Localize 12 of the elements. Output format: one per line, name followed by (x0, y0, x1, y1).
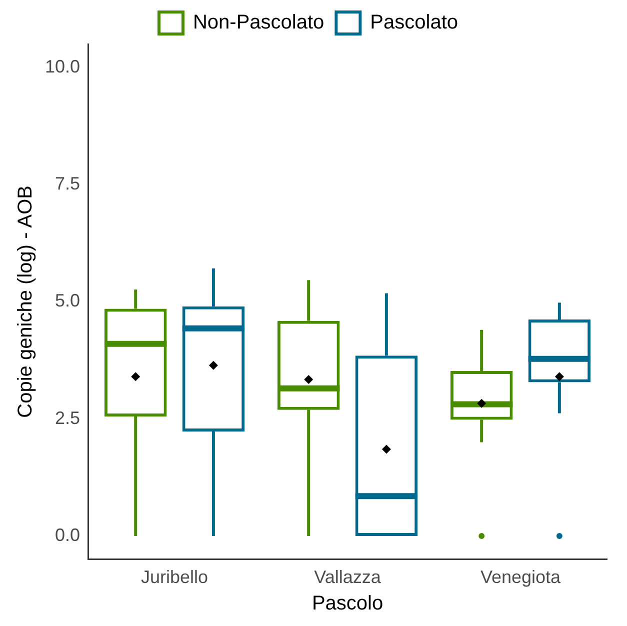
y-tick-label: 7.5 (55, 174, 80, 194)
x-axis-title: Pascolo (312, 592, 384, 615)
y-tick-label: 10.0 (44, 56, 80, 76)
legend-label: Pascolato (370, 12, 458, 34)
x-tick-label: Juribello (141, 567, 208, 588)
x-tick-label: Vallazza (314, 567, 382, 588)
y-tick-label: 0.0 (55, 524, 80, 545)
x-tick-label: Venegiota (480, 567, 562, 588)
y-tick-label: 2.5 (55, 408, 80, 428)
y-tick-label: 5.0 (55, 290, 80, 311)
legend-label: Non-Pascolato (192, 12, 324, 34)
y-axis-title: Copie geniche (log) - AOB (14, 186, 37, 418)
